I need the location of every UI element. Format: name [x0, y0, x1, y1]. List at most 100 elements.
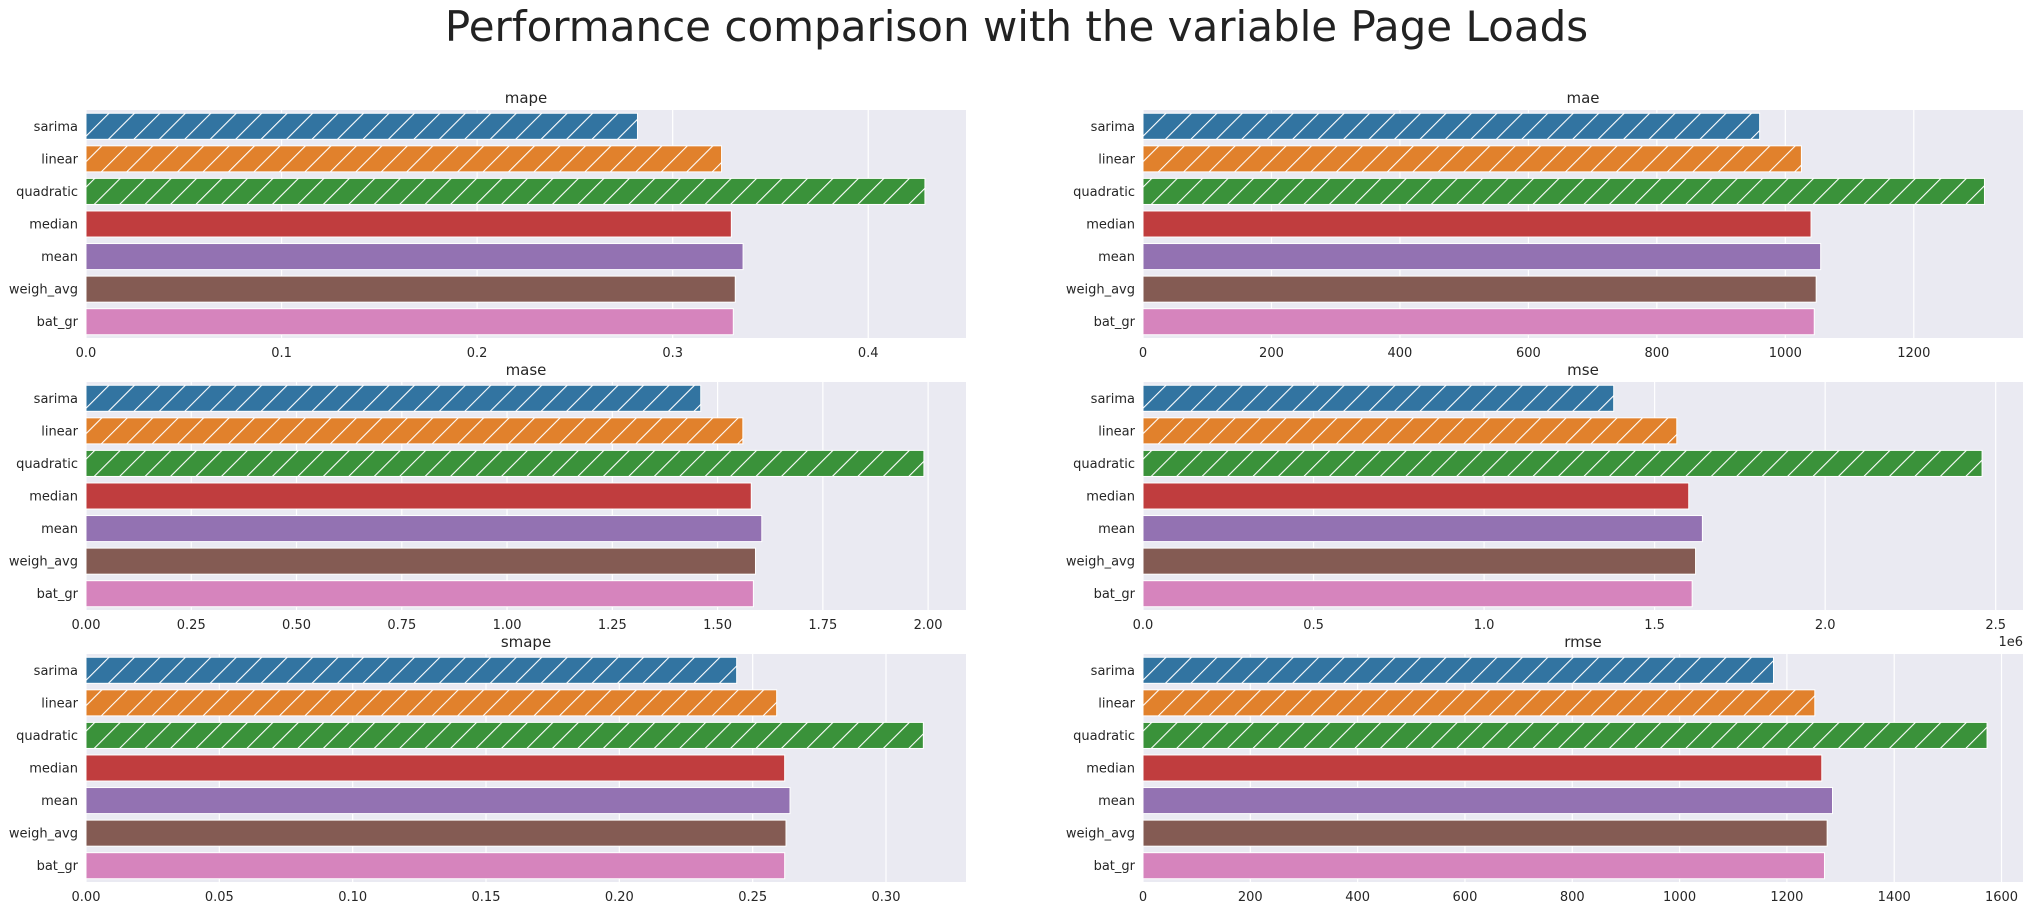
bar-bat_gr	[85, 852, 786, 880]
x-tick-label: 0.75	[387, 618, 416, 633]
x-tick-label: 1.75	[808, 618, 837, 633]
y-tick-label: median	[29, 490, 78, 505]
x-tick-label: 1000	[1769, 346, 1802, 361]
subplot-mape: sarima linear quadratic median mean weigh_avg…	[9, 89, 966, 361]
y-tick-label: weigh_avg	[9, 555, 78, 570]
y-tick-label: weigh_avg	[1066, 283, 1135, 298]
bar-mean	[85, 243, 744, 271]
y-tick-label: weigh_avg	[9, 827, 78, 842]
subplot-rmse: sarima linear quadratic median mean weigh_avg…	[1066, 633, 2023, 905]
x-tick-label: 800	[1560, 890, 1585, 905]
bar-median	[85, 482, 752, 510]
y-tick-label: linear	[41, 424, 78, 439]
bar-hatch	[1143, 417, 1677, 444]
x-tick-label: 0	[1139, 890, 1147, 905]
x-tick-label: 0.2	[467, 346, 488, 361]
x-tick-label: 0.0	[76, 346, 97, 361]
y-tick-label: bat_gr	[1094, 315, 1136, 330]
bar-median	[1142, 754, 1823, 782]
x-tick-label: 200	[1238, 890, 1263, 905]
y-tick-label: bat_gr	[37, 315, 79, 330]
x-tick-label: 600	[1453, 890, 1478, 905]
x-tick-label: 2.0	[1815, 618, 1836, 633]
bar-hatch	[1143, 145, 1802, 172]
x-tick-label: 1.25	[598, 618, 627, 633]
y-tick-label: linear	[1098, 424, 1135, 439]
bar-bat_gr	[1142, 580, 1693, 608]
bar-mean	[1142, 515, 1703, 543]
y-tick-label: mean	[1098, 522, 1135, 537]
x-tick-label: 1200	[1770, 890, 1803, 905]
x-tick-label: 0.3	[662, 346, 683, 361]
x-tick-label: 0.25	[177, 618, 206, 633]
subplot-title: mse	[1567, 361, 1599, 379]
x-tick-label: 0	[1139, 346, 1147, 361]
x-tick-label: 200	[1259, 346, 1284, 361]
subplot-title: smape	[501, 633, 551, 651]
subplot-smape: sarima linear quadratic median mean weigh_avg…	[9, 633, 966, 905]
x-tick-label: 400	[1388, 346, 1413, 361]
bar-mean	[1142, 787, 1834, 815]
bar-weigh_avg	[85, 819, 787, 847]
x-tick-label: 600	[1516, 346, 1541, 361]
x-tick-label: 0.4	[858, 346, 879, 361]
x-tick-label: 2.00	[914, 618, 943, 633]
y-tick-label: sarima	[34, 664, 78, 679]
subplot-title: mape	[505, 89, 548, 107]
subplot-title: rmse	[1564, 633, 1602, 651]
x-tick-label: 1.0	[1474, 618, 1495, 633]
y-tick-label: median	[29, 218, 78, 233]
axis-offset-text: 1e6	[1998, 635, 2023, 650]
bar-median	[85, 754, 786, 782]
y-tick-label: quadratic	[16, 729, 78, 744]
bar-weigh_avg	[85, 275, 736, 303]
y-tick-label: median	[1086, 218, 1135, 233]
x-tick-label: 0.05	[205, 890, 234, 905]
x-tick-label: 1000	[1663, 890, 1696, 905]
bar-hatch	[1143, 113, 1760, 140]
y-tick-label: mean	[41, 522, 78, 537]
y-tick-label: sarima	[1091, 392, 1135, 407]
x-tick-label: 400	[1345, 890, 1370, 905]
x-tick-label: 0.50	[282, 618, 311, 633]
bar-hatch	[1143, 689, 1815, 716]
x-tick-label: 2.5	[1985, 618, 2006, 633]
subplot-title: mae	[1566, 89, 1599, 107]
y-tick-label: quadratic	[1073, 185, 1135, 200]
x-tick-label: 1.50	[703, 618, 732, 633]
bar-weigh_avg	[1142, 275, 1817, 303]
y-tick-label: median	[29, 762, 78, 777]
y-tick-label: sarima	[1091, 120, 1135, 135]
y-tick-label: linear	[41, 696, 78, 711]
bar-hatch	[1143, 722, 1988, 749]
bar-weigh_avg	[85, 547, 756, 575]
y-tick-label: weigh_avg	[1066, 555, 1135, 570]
bar-hatch	[1143, 178, 1985, 205]
subplot-mse: sarima linear quadratic median mean weigh_avg…	[1066, 361, 2023, 650]
x-tick-label: 0.5	[1303, 618, 1324, 633]
y-tick-label: quadratic	[16, 185, 78, 200]
x-tick-label: 0.00	[72, 618, 101, 633]
bar-hatch	[86, 145, 722, 172]
x-tick-label: 0.25	[738, 890, 767, 905]
y-tick-label: quadratic	[1073, 457, 1135, 472]
y-tick-label: sarima	[34, 392, 78, 407]
bar-weigh_avg	[1142, 547, 1697, 575]
x-tick-label: 0.15	[472, 890, 501, 905]
y-tick-label: median	[1086, 490, 1135, 505]
y-tick-label: weigh_avg	[9, 283, 78, 298]
bar-bat_gr	[1142, 852, 1825, 880]
x-tick-label: 0.10	[338, 890, 367, 905]
y-tick-label: linear	[41, 152, 78, 167]
y-tick-label: mean	[41, 250, 78, 265]
y-tick-label: bat_gr	[1094, 587, 1136, 602]
subplot-mae: sarima linear quadratic median mean weigh_avg…	[1066, 89, 2023, 361]
y-tick-label: bat_gr	[37, 587, 79, 602]
bar-hatch	[86, 113, 638, 140]
y-tick-label: mean	[41, 794, 78, 809]
y-tick-label: bat_gr	[1094, 859, 1136, 874]
bar-bat_gr	[85, 580, 754, 608]
bar-median	[1142, 482, 1690, 510]
y-tick-label: sarima	[34, 120, 78, 135]
